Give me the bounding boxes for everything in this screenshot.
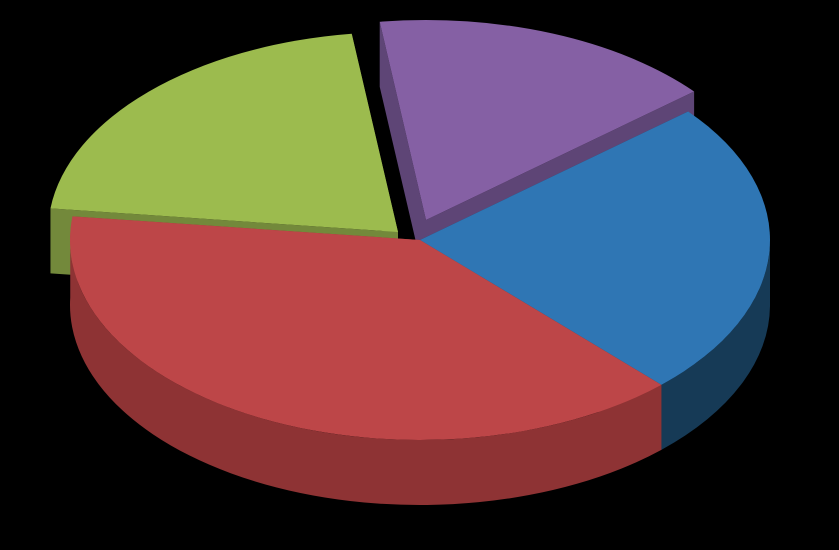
pie-chart-3d <box>0 0 839 550</box>
pie-chart-svg <box>0 0 839 550</box>
pie-slice-top <box>50 34 398 232</box>
